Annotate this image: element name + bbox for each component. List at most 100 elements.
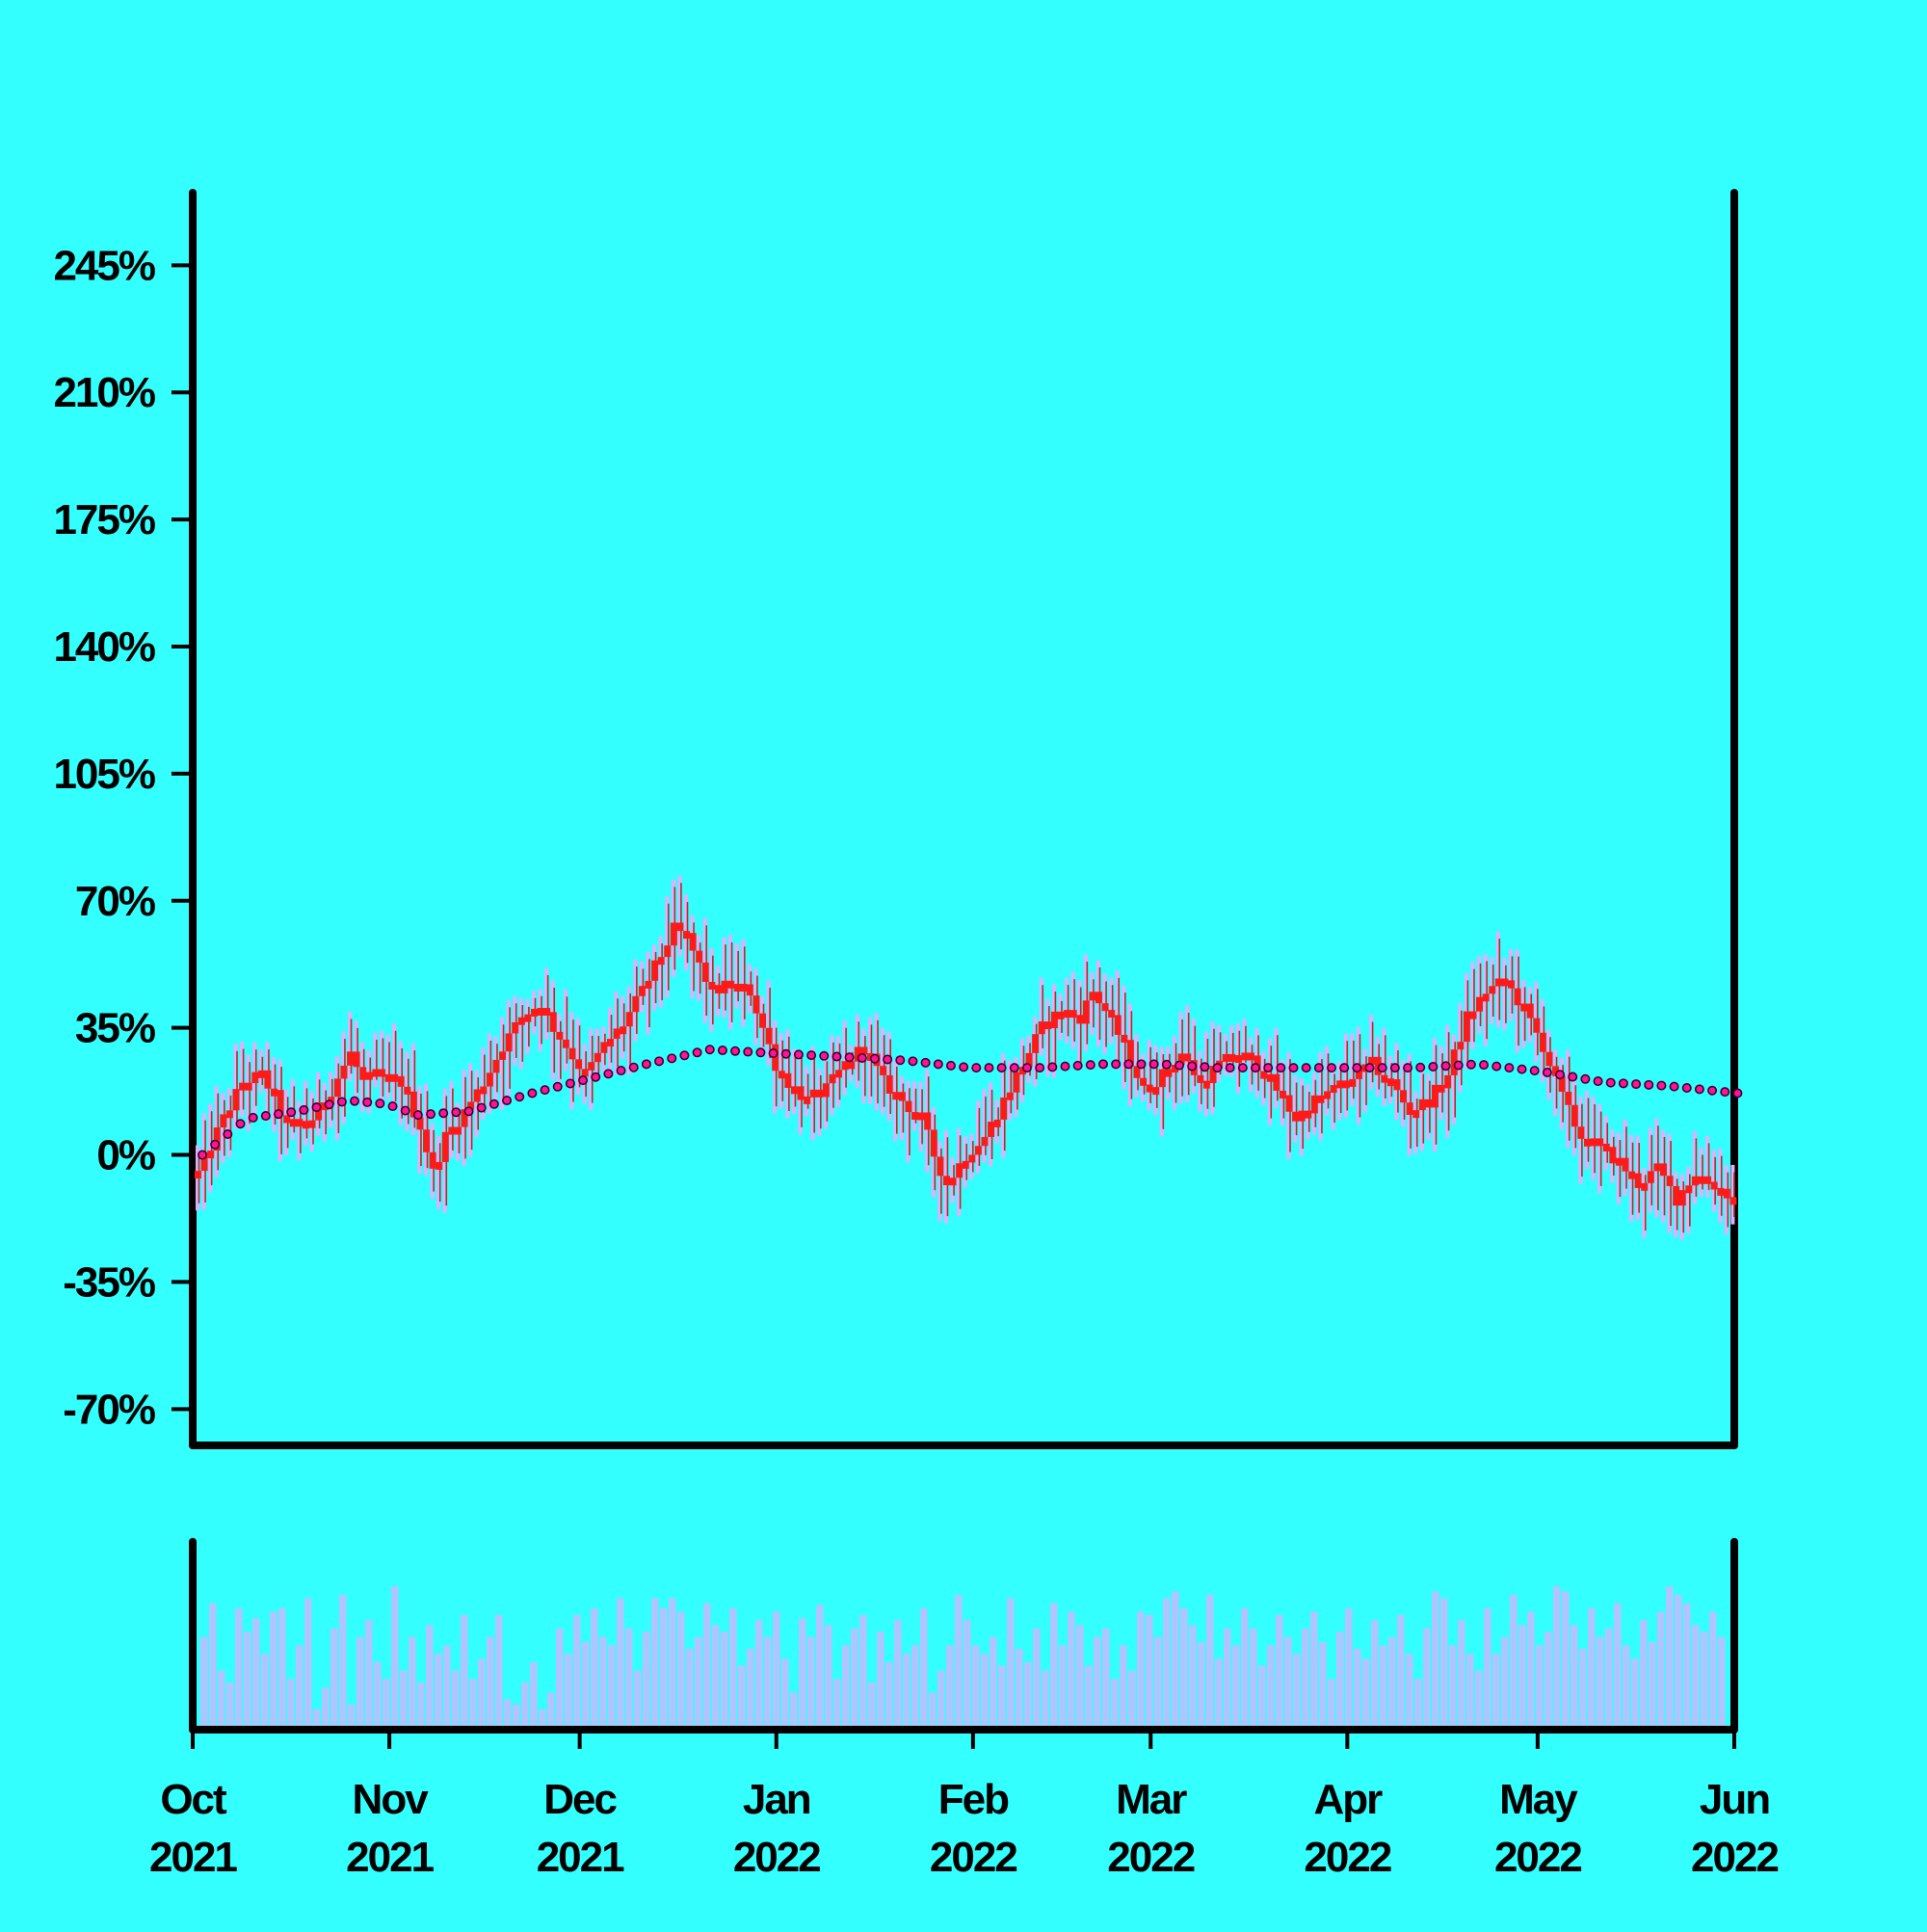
moving-average-point — [1313, 1063, 1324, 1073]
candle-body — [1140, 1077, 1148, 1086]
volume-bar — [1319, 1642, 1327, 1730]
volume-bar — [1692, 1625, 1700, 1730]
x-tick-month: Dec — [543, 1776, 617, 1823]
moving-average-point — [755, 1047, 766, 1058]
candle-body — [689, 933, 697, 951]
moving-average-point — [959, 1062, 969, 1072]
candle-body — [1494, 978, 1502, 987]
volume-bar — [374, 1662, 382, 1730]
candle-body — [1545, 1051, 1553, 1067]
moving-average-point — [1009, 1063, 1019, 1073]
moving-average-point — [1631, 1079, 1642, 1090]
candle-body — [892, 1092, 900, 1100]
volume-bar — [781, 1658, 789, 1730]
volume-bar — [825, 1625, 832, 1730]
y-tick-label: 140% — [53, 623, 154, 671]
volume-bar — [469, 1679, 477, 1730]
candle-body — [1038, 1021, 1045, 1035]
y-tick-label: -35% — [63, 1258, 155, 1306]
volume-bar — [1146, 1615, 1153, 1730]
x-axis: Oct 2021 Nov 2021 Dec 2021 Jan 2022 Feb 2022 Mar 20… — [149, 1730, 1780, 1881]
volume-bar — [885, 1662, 893, 1730]
candle-body — [1400, 1090, 1408, 1103]
candle-body — [537, 1007, 544, 1016]
volume-bar — [1232, 1645, 1240, 1730]
volume-bar — [1258, 1665, 1266, 1730]
moving-average-point — [451, 1107, 462, 1118]
volume-bar — [1536, 1645, 1544, 1730]
volume-bar — [1657, 1611, 1665, 1730]
candle-body — [1647, 1171, 1654, 1183]
candle-body — [441, 1131, 449, 1162]
moving-average-point — [375, 1098, 385, 1109]
volume-bar — [625, 1628, 633, 1730]
volume-bar — [1640, 1620, 1648, 1730]
volume-bar — [504, 1699, 512, 1730]
candle-body — [620, 1026, 627, 1035]
candle-body — [1406, 1102, 1413, 1115]
volume-bar — [764, 1636, 772, 1730]
candle-body — [429, 1151, 436, 1169]
candle-body — [1336, 1080, 1344, 1089]
moving-average-point — [945, 1060, 956, 1071]
candle-body — [1342, 1080, 1350, 1089]
candle-body — [1000, 1098, 1008, 1120]
candle-body — [880, 1066, 887, 1075]
candle-body — [372, 1069, 380, 1077]
volume-bar — [1293, 1654, 1301, 1730]
volume-bar — [617, 1598, 624, 1730]
x-tick-year: 2022 — [1691, 1834, 1778, 1881]
moving-average-point — [1732, 1088, 1743, 1098]
candle-body — [848, 1061, 856, 1070]
candle-body — [1609, 1147, 1617, 1164]
moving-average-point — [1085, 1060, 1095, 1071]
volume-bar — [1328, 1679, 1335, 1730]
candle-body — [467, 1101, 475, 1110]
volume-bar — [452, 1670, 460, 1730]
moving-average-point — [704, 1045, 715, 1055]
candle-body — [512, 1021, 519, 1034]
moving-average-point — [286, 1107, 297, 1118]
volume-bar — [721, 1631, 728, 1730]
candle-body — [759, 1013, 767, 1028]
candle-body — [1425, 1098, 1433, 1108]
candle-body — [937, 1156, 944, 1177]
moving-average-point — [984, 1063, 994, 1073]
volume-bar — [1492, 1654, 1500, 1730]
candle-body — [1552, 1066, 1560, 1076]
candle-body — [778, 1071, 785, 1079]
volume-bar — [1605, 1628, 1613, 1730]
candle-body — [797, 1086, 805, 1100]
candle-body — [1615, 1157, 1623, 1166]
volume-bar — [1458, 1620, 1465, 1730]
candle-body — [1577, 1126, 1585, 1139]
volume-bar — [1163, 1598, 1171, 1730]
candle-body — [714, 985, 722, 993]
moving-average-point — [1465, 1059, 1476, 1070]
candle-body — [384, 1073, 392, 1082]
volume-bar — [634, 1670, 642, 1730]
candle-body — [1044, 1021, 1052, 1030]
y-tick-label: 245% — [53, 242, 154, 289]
volume-bar — [1120, 1645, 1127, 1730]
moving-average-point — [641, 1059, 651, 1070]
volume-bar — [1484, 1608, 1491, 1730]
volume-bar — [695, 1636, 702, 1730]
volume-bar — [1466, 1654, 1474, 1730]
candle-body — [239, 1082, 247, 1091]
candle-body — [1418, 1098, 1426, 1111]
candle-body — [1082, 1000, 1090, 1024]
moving-average-point — [223, 1129, 233, 1140]
volume-bar — [356, 1636, 364, 1730]
candle-body — [829, 1073, 836, 1084]
candle-body — [1673, 1185, 1680, 1206]
volume-bar — [304, 1598, 312, 1730]
volume-bar — [1388, 1636, 1396, 1730]
moving-average-point — [426, 1109, 436, 1120]
candle-body — [1126, 1040, 1134, 1067]
candle-body — [245, 1082, 252, 1091]
x-tick-year: 2022 — [930, 1834, 1016, 1881]
volume-bar — [1085, 1665, 1093, 1730]
moving-average-point — [1707, 1085, 1718, 1096]
candle-body — [949, 1178, 957, 1186]
